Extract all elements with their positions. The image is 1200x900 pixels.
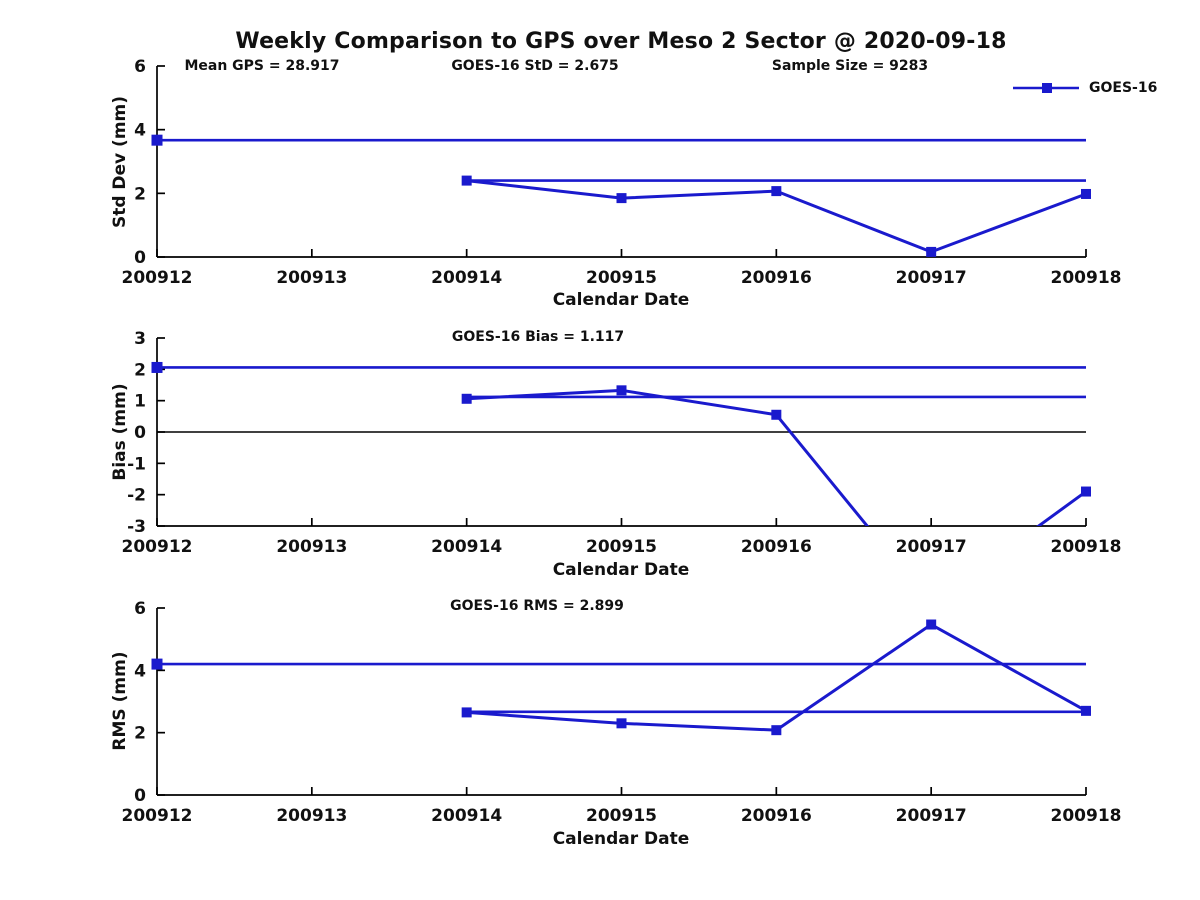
y-tick-label: 2 bbox=[134, 360, 146, 380]
y-axis-label-rms: RMS (mm) bbox=[110, 651, 130, 751]
data-point-marker bbox=[1081, 705, 1091, 716]
y-tick-label: 4 bbox=[134, 661, 146, 681]
x-tick-label: 200918 bbox=[1051, 537, 1122, 557]
series-goes-16-std-dev bbox=[461, 175, 1091, 257]
y-tick-label: -2 bbox=[127, 486, 146, 506]
panel-std-dev: 200912 200913 200914 200915 200916 200917 2009… bbox=[122, 57, 1122, 288]
data-point-marker bbox=[771, 725, 782, 736]
x-tick-label: 200914 bbox=[431, 537, 502, 557]
data-point-marker bbox=[616, 718, 627, 729]
annotation-mean-gps: Mean GPS = 28.917 bbox=[184, 58, 340, 74]
x-tick-label: 200918 bbox=[1051, 806, 1122, 826]
annotation-goes16-rms: GOES-16 RMS = 2.899 bbox=[450, 598, 624, 614]
series-goes-16-bias bbox=[461, 385, 1091, 609]
y-tick-label: 0 bbox=[134, 786, 146, 806]
reference-point-marker bbox=[151, 361, 163, 373]
x-axis-label-panel-2: Calendar Date bbox=[552, 560, 690, 580]
chart-title: Weekly Comparison to GPS over Meso 2 Sec… bbox=[235, 29, 1007, 54]
annotation-sample-size: Sample Size = 9283 bbox=[771, 58, 929, 74]
data-point-marker bbox=[926, 619, 937, 630]
y-tick-label: 3 bbox=[134, 329, 146, 349]
y-tick-label: 6 bbox=[134, 599, 146, 619]
x-tick-label: 200916 bbox=[741, 806, 812, 826]
data-point-marker bbox=[461, 707, 472, 718]
x-tick-label: 200912 bbox=[122, 537, 193, 557]
series-goes-16-rms bbox=[461, 619, 1091, 736]
panel-bias: 200912 200913 200914 200915 200916 200917 2009… bbox=[122, 329, 1122, 609]
x-tick-label: 200914 bbox=[431, 806, 502, 826]
y-tick-label: 0 bbox=[134, 423, 146, 443]
data-point-marker bbox=[461, 393, 472, 404]
data-point-marker bbox=[771, 186, 782, 197]
x-axis-label-panel-3: Calendar Date bbox=[552, 829, 690, 849]
legend: GOES-16 bbox=[1012, 80, 1157, 96]
data-point-marker bbox=[461, 175, 472, 186]
x-tick-label: 200915 bbox=[586, 806, 657, 826]
reference-point-marker bbox=[151, 134, 163, 146]
y-axis-label-std-dev: Std Dev (mm) bbox=[110, 95, 130, 229]
y-tick-label: -1 bbox=[127, 454, 146, 474]
x-tick-label: 200912 bbox=[122, 806, 193, 826]
legend-label: GOES-16 bbox=[1089, 80, 1158, 96]
x-tick-label: 200914 bbox=[431, 268, 502, 288]
data-point-marker bbox=[1081, 188, 1091, 199]
x-tick-label: 200916 bbox=[741, 537, 812, 557]
data-point-marker bbox=[616, 193, 627, 204]
legend-line-marker-icon bbox=[1013, 83, 1079, 93]
x-tick-label: 200913 bbox=[276, 268, 347, 288]
x-tick-label: 200917 bbox=[896, 537, 967, 557]
x-tick-label: 200917 bbox=[896, 268, 967, 288]
data-point-marker bbox=[616, 385, 627, 396]
x-tick-label: 200913 bbox=[276, 537, 347, 557]
x-tick-label: 200913 bbox=[276, 806, 347, 826]
x-axis-label-panel-1: Calendar Date bbox=[552, 290, 690, 310]
y-tick-label: 2 bbox=[134, 184, 146, 204]
annotation-goes16-bias: GOES-16 Bias = 1.117 bbox=[451, 329, 625, 345]
y-axis-label-bias: Bias (mm) bbox=[110, 383, 130, 481]
y-tick-label: -3 bbox=[127, 517, 146, 537]
data-point-marker bbox=[771, 409, 782, 420]
panel-rms: 200912 200913 200914 200915 200916 200917 2009… bbox=[122, 599, 1122, 826]
y-tick-label: 0 bbox=[134, 248, 146, 268]
y-tick-label: 1 bbox=[134, 392, 146, 412]
data-point-marker bbox=[926, 599, 936, 609]
annotation-goes16-std: GOES-16 StD = 2.675 bbox=[451, 58, 619, 74]
x-tick-label: 200918 bbox=[1051, 268, 1122, 288]
data-point-marker bbox=[1081, 486, 1091, 497]
y-tick-label: 2 bbox=[134, 724, 146, 744]
x-tick-label: 200915 bbox=[586, 268, 657, 288]
data-point-marker bbox=[926, 246, 937, 257]
x-tick-label: 200915 bbox=[586, 537, 657, 557]
x-tick-label: 200912 bbox=[122, 268, 193, 288]
y-tick-label: 6 bbox=[134, 57, 146, 77]
series-line bbox=[466, 623, 1087, 732]
reference-point-marker bbox=[151, 658, 163, 670]
x-tick-label: 200916 bbox=[741, 268, 812, 288]
y-tick-label: 4 bbox=[134, 121, 146, 141]
x-tick-label: 200917 bbox=[896, 806, 967, 826]
